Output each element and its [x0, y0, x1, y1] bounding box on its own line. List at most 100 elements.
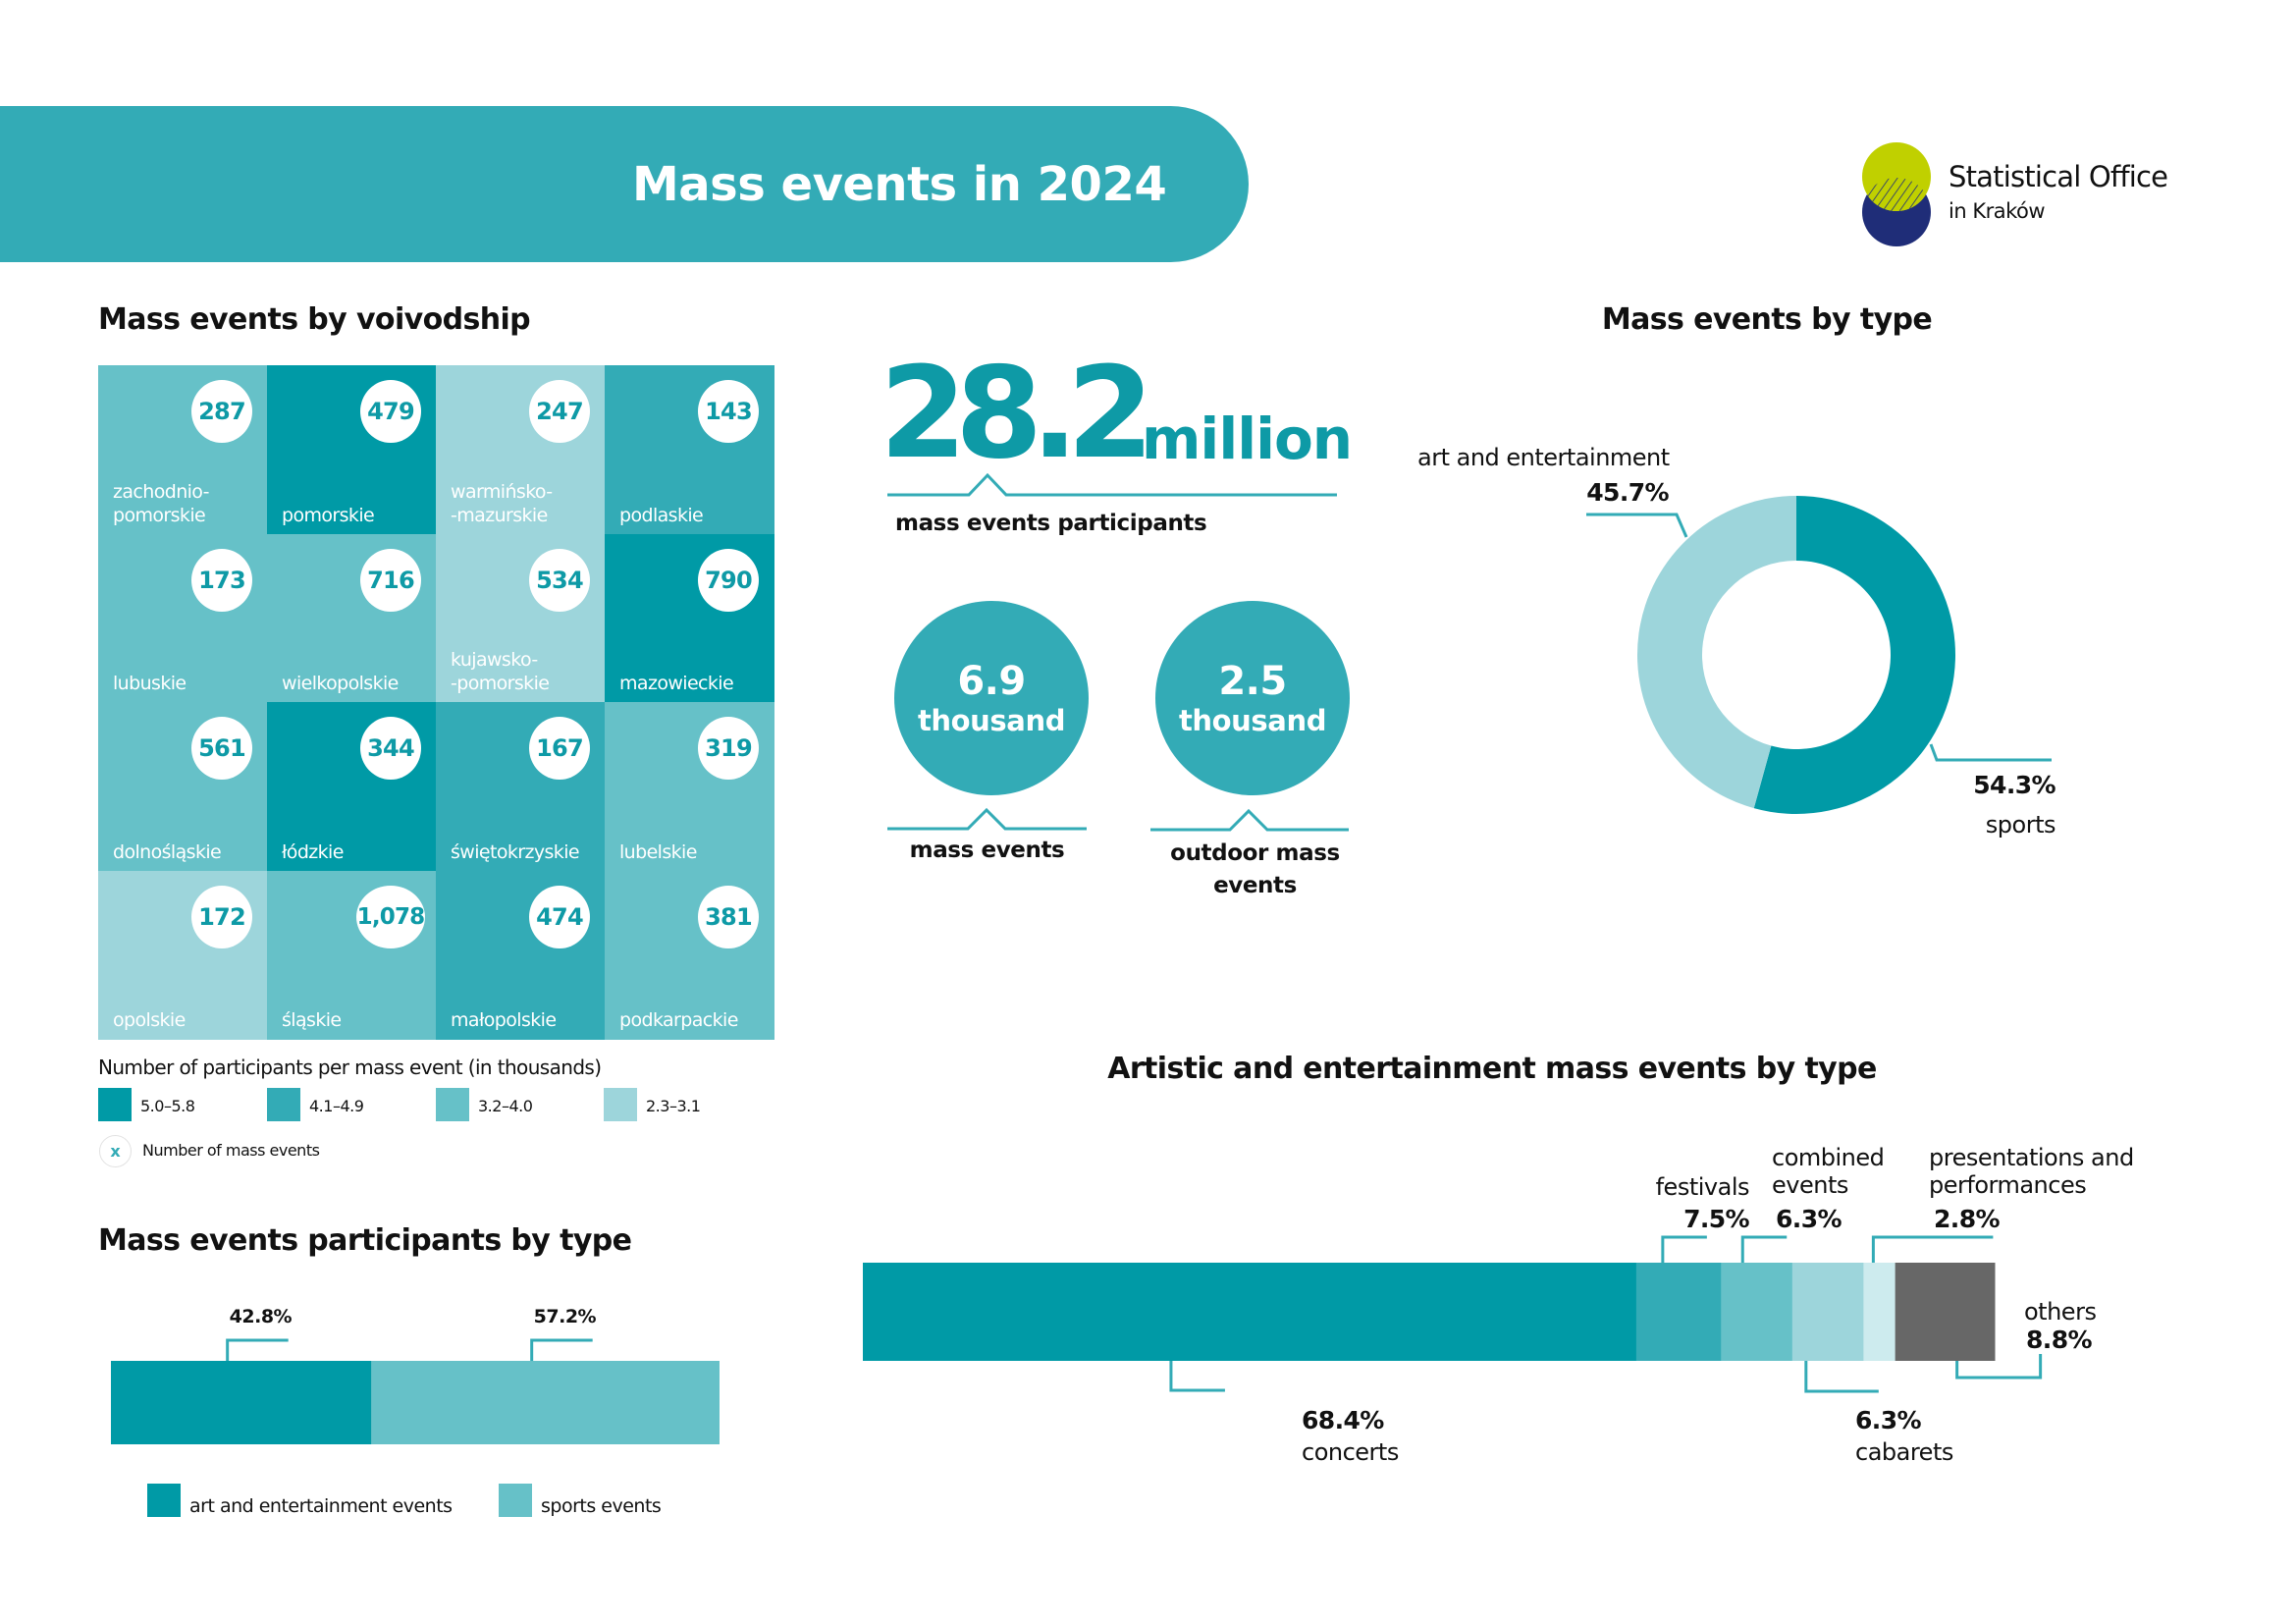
cabarets-value: 6.3% [1855, 1406, 1922, 1435]
voivodship-cell: 319 lubelskie [605, 702, 774, 872]
voivodship-cell: 344 łódzkie [267, 702, 437, 872]
donut-slice-sports [1753, 496, 1956, 815]
concerts-label: concerts [1302, 1438, 1399, 1466]
cabarets-leader-line [1804, 1361, 1879, 1393]
voivodship-name: śląskie [282, 1009, 342, 1031]
voivodship-cell: 1,078 śląskie [267, 870, 437, 1040]
festivals-value: 7.5% [1683, 1205, 1750, 1233]
voivodship-cell: 173 lubuskie [98, 533, 268, 703]
presentations-value: 2.8% [1934, 1205, 2001, 1233]
legend-swatch-1 [98, 1088, 132, 1121]
events-count-bubble: 167 [529, 717, 590, 780]
legend-swatch-4 [604, 1088, 637, 1121]
legend-swatch-2 [267, 1088, 300, 1121]
concerts-leader-line [1169, 1361, 1225, 1392]
voivodship-cell: 172 opolskie [98, 870, 268, 1040]
voivodship-cell: 474 małopolskie [436, 870, 606, 1040]
voivodship-cell: 167 świętokrzyskie [436, 702, 606, 872]
artistic-bar-segment [1863, 1263, 1896, 1361]
voivodship-cell: 287 zachodnio- pomorskie [98, 365, 268, 535]
voivodship-cell: 534 kujawsko- -pomorskie [436, 533, 606, 703]
artistic-bar-segment [1791, 1263, 1864, 1361]
artistic-bar-segment [1721, 1263, 1793, 1361]
header-band [0, 106, 1249, 262]
art-leader-line [1586, 513, 1688, 538]
presentations-label: presentations and performances [1929, 1144, 2164, 1199]
events-marker-icon: x [99, 1135, 132, 1167]
participants-legend-swatch-art [147, 1484, 181, 1517]
voivodship-name: kujawsko- -pomorskie [451, 649, 550, 694]
outdoor-events-unit: thousand [1178, 704, 1327, 737]
events-marker-label: Number of mass events [142, 1141, 320, 1160]
voivodship-name: podkarpackie [619, 1009, 738, 1031]
events-unit: thousand [917, 704, 1066, 737]
artistic-bar-segment [863, 1263, 1637, 1361]
festivals-leader-line [1661, 1235, 1707, 1263]
events-value: 6.9 [957, 659, 1026, 704]
legend-label-3: 3.2–4.0 [478, 1097, 533, 1115]
voivodship-cell: 381 podkarpackie [605, 870, 774, 1040]
logo-lime-circle [1862, 142, 1931, 211]
outdoor-events-circle: 2.5 thousand [1155, 601, 1350, 795]
events-count-bubble: 344 [360, 717, 421, 780]
voivodship-cell: 479 pomorskie [267, 365, 437, 535]
voivodship-cell: 247 warmińsko- -mazurskie [436, 365, 606, 535]
participants-bar-segment [111, 1361, 372, 1444]
others-label: others [2024, 1298, 2097, 1326]
voivodship-cell: 716 wielkopolskie [267, 533, 437, 703]
combined-leader-line [1740, 1235, 1788, 1263]
voivodship-cell: 561 dolnośląskie [98, 702, 268, 872]
artistic-bar-segment [1635, 1263, 1722, 1361]
logo-navy-circle [1862, 178, 1931, 246]
events-count-bubble: 561 [191, 717, 252, 780]
participants-sports-value: 57.2% [533, 1306, 597, 1327]
others-value: 8.8% [2026, 1326, 2093, 1354]
logo-title: Statistical Office [1949, 160, 2168, 193]
legend-label-4: 2.3–3.1 [646, 1097, 701, 1115]
participants-type-title: Mass events participants by type [98, 1223, 632, 1258]
events-count-bubble: 790 [698, 548, 759, 612]
outdoor-events-label: outdoor mass events [1170, 840, 1340, 898]
participants-legend-label-art: art and entertainment events [189, 1495, 453, 1517]
festivals-label: festivals [1655, 1173, 1750, 1201]
participants-bar-segment [371, 1361, 720, 1444]
participants-unit: million [1142, 406, 1353, 472]
cabarets-label: cabarets [1855, 1438, 1953, 1466]
combined-events-label: combined events [1772, 1144, 1909, 1199]
events-circle: 6.9 thousand [894, 601, 1089, 795]
voivodship-name: opolskie [113, 1009, 186, 1031]
events-count-bubble: 474 [529, 885, 590, 948]
voivodship-name: mazowieckie [619, 673, 734, 694]
events-count-bubble: 319 [698, 717, 759, 780]
voivodship-name: pomorskie [282, 504, 375, 526]
voivodship-name: małopolskie [451, 1009, 557, 1031]
outdoor-events-underline [1150, 808, 1349, 832]
voivodship-name: zachodnio- pomorskie [113, 480, 210, 526]
events-count-bubble: 287 [191, 380, 252, 443]
participants-legend-label-sports: sports events [541, 1495, 662, 1517]
events-label: mass events [909, 838, 1065, 863]
presentations-text: presentations and performances [1929, 1144, 2134, 1199]
concerts-value: 68.4% [1302, 1406, 1384, 1435]
donut-title: Mass events by type [1601, 302, 1933, 337]
events-underline [887, 807, 1087, 831]
art-slice-value: 45.7% [1586, 478, 1669, 507]
participants-value: 28.2 [880, 341, 1154, 487]
legend-label-2: 4.1–4.9 [309, 1097, 364, 1115]
participants-leader-line [226, 1338, 289, 1361]
legend-label-1: 5.0–5.8 [140, 1097, 195, 1115]
artistic-title: Artistic and entertainment mass events b… [1107, 1052, 1877, 1086]
sports-slice-label: sports [1985, 811, 2056, 839]
voivodship-name: dolnośląskie [113, 840, 222, 863]
participants-leader-line [530, 1338, 593, 1361]
sports-leader-line [1929, 743, 2052, 762]
participants-legend-swatch-sports [499, 1484, 532, 1517]
voivodship-name: lubuskie [113, 673, 187, 694]
combined-events-text: combined events [1772, 1144, 1885, 1199]
sports-slice-value: 54.3% [1973, 771, 2056, 799]
events-count-bubble: 479 [360, 380, 421, 443]
participants-art-value: 42.8% [229, 1306, 293, 1327]
voivodship-cell: 143 podlaskie [605, 365, 774, 535]
events-count-bubble: 143 [698, 380, 759, 443]
events-count-bubble: 247 [529, 380, 590, 443]
